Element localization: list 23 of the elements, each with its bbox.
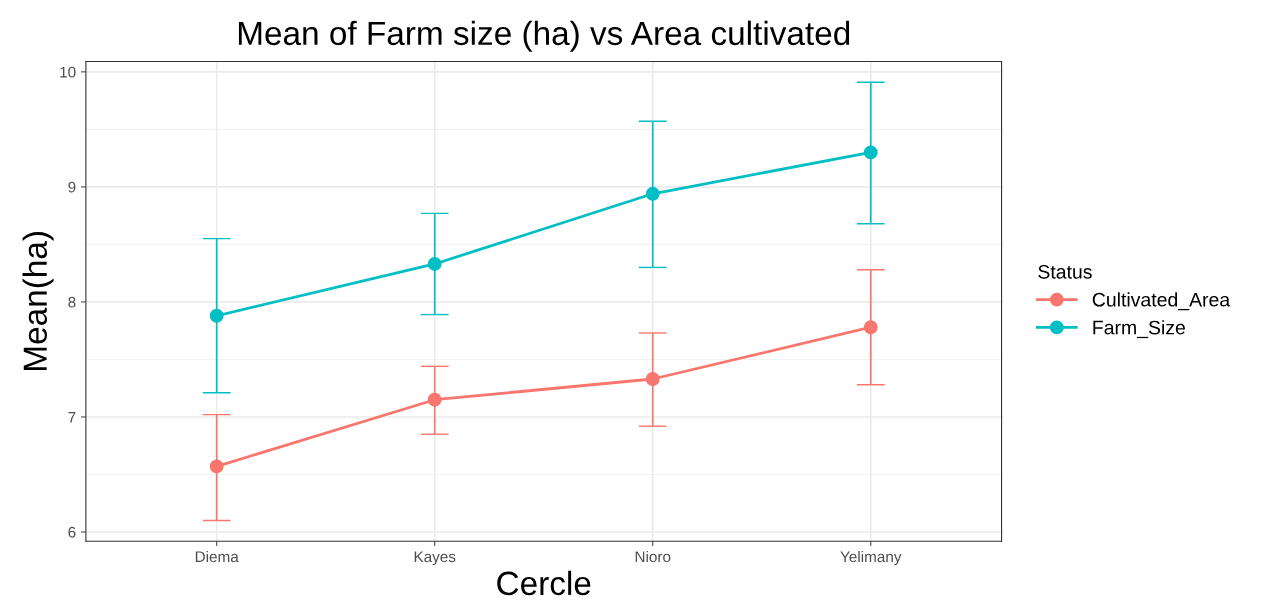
y-tick-label: 8 — [68, 296, 76, 308]
y-tick-label: 6 — [68, 526, 76, 538]
y-tick-label: 7 — [68, 411, 76, 423]
x-tick-label: Kayes — [414, 551, 456, 566]
chart-title: Mean of Farm size (ha) vs Area cultivated — [238, 20, 850, 52]
legend-label: Farm_Size — [1093, 320, 1185, 339]
point — [209, 308, 224, 323]
point — [645, 186, 660, 201]
legend-title: Status — [1038, 264, 1092, 279]
point — [209, 459, 224, 474]
x-tick-label: Nioro — [635, 550, 671, 563]
y-axis-title: Mean(ha) — [22, 232, 54, 370]
point — [427, 392, 442, 407]
x-tick-label: Yelimany — [840, 550, 902, 566]
y-tick-label: 9 — [68, 181, 76, 193]
point — [645, 372, 660, 386]
legend-label: Cultivated_Area — [1092, 292, 1231, 311]
y-tick-label: 10 — [60, 66, 76, 78]
x-tick-label: Diema — [195, 550, 239, 563]
point — [863, 145, 878, 160]
point — [427, 257, 442, 271]
point — [863, 320, 878, 335]
x-axis-title: Cercle — [497, 570, 591, 596]
